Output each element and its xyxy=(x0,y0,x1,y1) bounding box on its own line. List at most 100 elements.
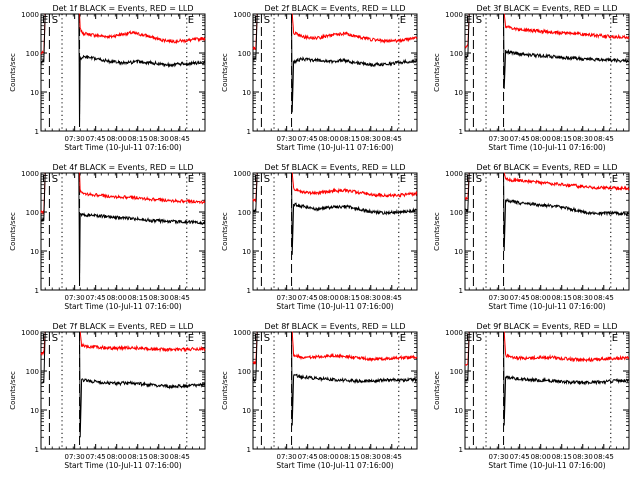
x-axis-label: Start Time (10-Jul-11 07:16:00) xyxy=(276,302,393,311)
marker-label-e: E xyxy=(466,174,472,185)
panel-title: Det 8f BLACK = Events, RED = LLD xyxy=(264,322,405,331)
y-axis-label: Counts/sec xyxy=(221,212,229,251)
x-axis-label: Start Time (10-Jul-11 07:16:00) xyxy=(276,143,393,152)
events-series-line xyxy=(464,13,630,89)
y-tick-label: 10 xyxy=(30,89,39,97)
y-axis-label: Counts/sec xyxy=(433,212,441,251)
lld-series-line xyxy=(40,172,206,216)
y-tick-label: 1000 xyxy=(21,170,39,178)
x-tick-label: 08:30 xyxy=(149,294,169,302)
y-tick-label: 1 xyxy=(459,446,463,454)
x-tick-label: 08:45 xyxy=(594,453,614,461)
lld-series-line xyxy=(40,331,206,356)
x-tick-label: 07:30 xyxy=(277,453,297,461)
x-axis-label: Start Time (10-Jul-11 07:16:00) xyxy=(64,461,181,470)
y-tick-label: 100 xyxy=(450,50,463,58)
y-axis-label: Counts/sec xyxy=(221,53,229,92)
marker-label-e: E xyxy=(254,333,260,344)
detector-panel-7: Det 7f BLACK = Events, RED = LLD 1 10 100 10… xyxy=(9,322,206,470)
x-tick-label: 07:45 xyxy=(298,294,318,302)
detector-panel-2: Det 2f BLACK = Events, RED = LLD 1 10 100 10… xyxy=(221,4,418,152)
plot-frame xyxy=(464,331,630,450)
x-tick-label: 08:00 xyxy=(319,453,339,461)
y-tick-label: 100 xyxy=(26,209,39,217)
x-tick-label: 07:45 xyxy=(298,453,318,461)
marker-label-s: S xyxy=(476,174,482,185)
x-tick-label: 07:45 xyxy=(298,135,318,143)
marker-label-e: E xyxy=(42,15,48,26)
y-tick-label: 100 xyxy=(238,50,251,58)
events-series-line xyxy=(40,13,206,127)
panel-title: Det 7f BLACK = Events, RED = LLD xyxy=(52,322,193,331)
y-axis-label: Counts/sec xyxy=(433,53,441,92)
x-tick-label: 07:30 xyxy=(489,294,509,302)
x-tick-label: 07:30 xyxy=(65,453,85,461)
lld-series-line xyxy=(464,331,629,366)
panel-title: Det 2f BLACK = Events, RED = LLD xyxy=(264,4,405,13)
x-tick-label: 08:30 xyxy=(361,294,381,302)
y-tick-label: 10 xyxy=(454,407,463,415)
panel-title: Det 5f BLACK = Events, RED = LLD xyxy=(264,163,405,172)
marker-label-s: S xyxy=(264,174,270,185)
marker-label-e: E xyxy=(188,174,194,185)
y-tick-label: 1 xyxy=(459,287,463,295)
marker-label-e: E xyxy=(466,333,472,344)
x-tick-label: 08:15 xyxy=(128,294,148,302)
x-tick-label: 08:00 xyxy=(531,294,551,302)
x-tick-label: 08:30 xyxy=(361,453,381,461)
y-tick-label: 1000 xyxy=(21,11,39,19)
y-tick-label: 1 xyxy=(247,287,251,295)
y-tick-label: 100 xyxy=(238,368,251,376)
x-tick-label: 07:30 xyxy=(65,135,85,143)
x-tick-label: 07:30 xyxy=(277,135,297,143)
y-axis-label: Counts/sec xyxy=(9,212,17,251)
plot-frame xyxy=(40,331,206,450)
marker-label-e: E xyxy=(188,333,194,344)
x-axis-label: Start Time (10-Jul-11 07:16:00) xyxy=(64,143,181,152)
marker-label-e: E xyxy=(612,15,618,26)
detector-panel-5: Det 5f BLACK = Events, RED = LLD 1 10 100 10… xyxy=(221,163,418,311)
y-axis-label: Counts/sec xyxy=(221,371,229,410)
y-tick-label: 1 xyxy=(35,287,39,295)
lld-series-line xyxy=(464,172,630,200)
panel-title: Det 6f BLACK = Events, RED = LLD xyxy=(476,163,617,172)
x-tick-label: 08:15 xyxy=(128,453,148,461)
panel-title: Det 1f BLACK = Events, RED = LLD xyxy=(52,4,193,13)
x-tick-label: 07:30 xyxy=(489,135,509,143)
y-tick-label: 1 xyxy=(35,446,39,454)
events-series-line xyxy=(252,331,418,426)
plot-frame xyxy=(252,13,418,132)
panel-title: Det 4f BLACK = Events, RED = LLD xyxy=(52,163,193,172)
y-tick-label: 10 xyxy=(242,89,251,97)
x-tick-label: 08:45 xyxy=(170,294,190,302)
marker-label-e: E xyxy=(254,15,260,26)
detector-panel-8: Det 8f BLACK = Events, RED = LLD 1 10 100 10… xyxy=(221,322,418,470)
x-tick-label: 08:30 xyxy=(573,135,593,143)
x-tick-label: 08:45 xyxy=(382,453,402,461)
y-tick-label: 10 xyxy=(454,248,463,256)
marker-label-s: S xyxy=(52,174,58,185)
x-tick-label: 08:30 xyxy=(573,453,593,461)
events-series-line xyxy=(252,172,418,255)
detector-panel-4: Det 4f BLACK = Events, RED = LLD 1 10 100 10… xyxy=(9,163,206,311)
x-tick-label: 08:15 xyxy=(552,294,572,302)
y-tick-label: 10 xyxy=(242,407,251,415)
marker-label-s: S xyxy=(52,333,58,344)
x-tick-label: 07:45 xyxy=(510,453,530,461)
marker-label-s: S xyxy=(264,15,270,26)
x-tick-label: 08:30 xyxy=(149,135,169,143)
lld-series-line xyxy=(252,172,418,203)
x-axis-label: Start Time (10-Jul-11 07:16:00) xyxy=(64,302,181,311)
marker-label-e: E xyxy=(466,15,472,26)
plot-frame xyxy=(464,172,630,291)
x-tick-label: 08:30 xyxy=(361,135,381,143)
y-tick-label: 10 xyxy=(30,248,39,256)
x-tick-label: 08:00 xyxy=(107,135,127,143)
panel-title: Det 9f BLACK = Events, RED = LLD xyxy=(476,322,617,331)
y-tick-label: 1000 xyxy=(233,329,251,337)
x-tick-label: 07:30 xyxy=(489,453,509,461)
events-series-line xyxy=(464,172,630,252)
y-axis-label: Counts/sec xyxy=(9,53,17,92)
x-tick-label: 08:15 xyxy=(552,453,572,461)
marker-label-e: E xyxy=(612,333,618,344)
